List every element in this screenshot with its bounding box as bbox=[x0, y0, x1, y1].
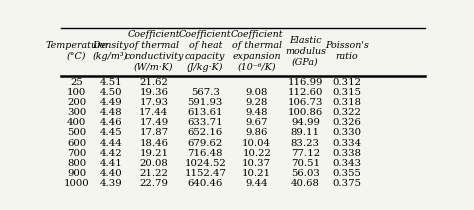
Text: 17.44: 17.44 bbox=[139, 108, 168, 117]
Text: 4.50: 4.50 bbox=[100, 88, 122, 97]
Text: 700: 700 bbox=[67, 149, 86, 158]
Text: 9.28: 9.28 bbox=[246, 98, 268, 107]
Text: 0.315: 0.315 bbox=[332, 88, 361, 97]
Text: 19.36: 19.36 bbox=[139, 88, 168, 97]
Text: 400: 400 bbox=[67, 118, 86, 127]
Text: 112.60: 112.60 bbox=[288, 88, 323, 97]
Text: 300: 300 bbox=[67, 108, 86, 117]
Text: 0.355: 0.355 bbox=[332, 169, 361, 178]
Text: 9.44: 9.44 bbox=[246, 179, 268, 188]
Text: 640.46: 640.46 bbox=[188, 179, 223, 188]
Text: 17.87: 17.87 bbox=[139, 129, 168, 138]
Text: 200: 200 bbox=[67, 98, 86, 107]
Text: 1152.47: 1152.47 bbox=[184, 169, 226, 178]
Text: 613.61: 613.61 bbox=[188, 108, 223, 117]
Text: 900: 900 bbox=[67, 169, 86, 178]
Text: 9.48: 9.48 bbox=[246, 108, 268, 117]
Text: 10.21: 10.21 bbox=[242, 169, 271, 178]
Text: 4.51: 4.51 bbox=[100, 77, 122, 87]
Text: 9.67: 9.67 bbox=[246, 118, 268, 127]
Text: 77.12: 77.12 bbox=[291, 149, 320, 158]
Text: 17.49: 17.49 bbox=[139, 118, 168, 127]
Text: 25: 25 bbox=[70, 77, 83, 87]
Text: 633.71: 633.71 bbox=[187, 118, 223, 127]
Text: Coefficient
of heat
capacity
(J/kg·K): Coefficient of heat capacity (J/kg·K) bbox=[179, 30, 232, 72]
Text: 0.330: 0.330 bbox=[332, 129, 361, 138]
Text: 0.318: 0.318 bbox=[332, 98, 361, 107]
Text: 89.11: 89.11 bbox=[291, 129, 320, 138]
Text: 19.21: 19.21 bbox=[139, 149, 168, 158]
Text: Density
(kg/m³): Density (kg/m³) bbox=[92, 41, 129, 61]
Text: Coefficient
of thermal
expansion
(10⁻⁶/K): Coefficient of thermal expansion (10⁻⁶/K… bbox=[230, 30, 283, 72]
Text: 9.08: 9.08 bbox=[246, 88, 268, 97]
Text: 4.49: 4.49 bbox=[100, 98, 122, 107]
Text: 83.23: 83.23 bbox=[291, 139, 320, 148]
Text: 17.93: 17.93 bbox=[139, 98, 168, 107]
Text: 4.48: 4.48 bbox=[100, 108, 122, 117]
Text: 10.04: 10.04 bbox=[242, 139, 271, 148]
Text: 21.62: 21.62 bbox=[139, 77, 168, 87]
Text: 100.86: 100.86 bbox=[288, 108, 323, 117]
Text: 652.16: 652.16 bbox=[188, 129, 223, 138]
Text: 4.41: 4.41 bbox=[100, 159, 122, 168]
Text: 9.86: 9.86 bbox=[246, 129, 268, 138]
Text: 0.375: 0.375 bbox=[332, 179, 361, 188]
Text: 20.08: 20.08 bbox=[139, 159, 168, 168]
Text: 18.46: 18.46 bbox=[139, 139, 168, 148]
Text: 0.343: 0.343 bbox=[332, 159, 361, 168]
Text: 567.3: 567.3 bbox=[191, 88, 220, 97]
Text: Coefficient
of thermal
conductivity
(W/m·K): Coefficient of thermal conductivity (W/m… bbox=[124, 30, 183, 72]
Text: 600: 600 bbox=[67, 139, 86, 148]
Text: 21.22: 21.22 bbox=[139, 169, 168, 178]
Text: 0.334: 0.334 bbox=[332, 139, 361, 148]
Text: 0.322: 0.322 bbox=[332, 108, 361, 117]
Text: 0.326: 0.326 bbox=[332, 118, 361, 127]
Text: 106.73: 106.73 bbox=[288, 98, 323, 107]
Text: Elastic
modulus
(GPa): Elastic modulus (GPa) bbox=[285, 36, 326, 66]
Text: 22.79: 22.79 bbox=[139, 179, 168, 188]
Text: 10.22: 10.22 bbox=[242, 149, 271, 158]
Text: 500: 500 bbox=[67, 129, 86, 138]
Text: 1024.52: 1024.52 bbox=[184, 159, 226, 168]
Text: 4.44: 4.44 bbox=[100, 139, 122, 148]
Text: 100: 100 bbox=[67, 88, 86, 97]
Text: Temperature
(°C): Temperature (°C) bbox=[46, 41, 108, 61]
Text: 4.39: 4.39 bbox=[100, 179, 122, 188]
Text: 4.40: 4.40 bbox=[100, 169, 122, 178]
Text: 56.03: 56.03 bbox=[291, 169, 320, 178]
Text: 0.312: 0.312 bbox=[332, 77, 361, 87]
Text: 591.93: 591.93 bbox=[188, 98, 223, 107]
Text: 4.42: 4.42 bbox=[100, 149, 122, 158]
Text: 40.68: 40.68 bbox=[291, 179, 320, 188]
Text: 116.99: 116.99 bbox=[288, 77, 323, 87]
Text: 716.48: 716.48 bbox=[188, 149, 223, 158]
Text: Poisson's
ratio: Poisson's ratio bbox=[325, 41, 369, 61]
Text: 679.62: 679.62 bbox=[188, 139, 223, 148]
Text: 0.338: 0.338 bbox=[332, 149, 361, 158]
Text: 10.37: 10.37 bbox=[242, 159, 271, 168]
Text: 70.51: 70.51 bbox=[291, 159, 320, 168]
Text: 800: 800 bbox=[67, 159, 86, 168]
Text: 4.45: 4.45 bbox=[100, 129, 122, 138]
Text: 4.46: 4.46 bbox=[100, 118, 122, 127]
Text: 94.99: 94.99 bbox=[291, 118, 320, 127]
Text: 1000: 1000 bbox=[64, 179, 90, 188]
